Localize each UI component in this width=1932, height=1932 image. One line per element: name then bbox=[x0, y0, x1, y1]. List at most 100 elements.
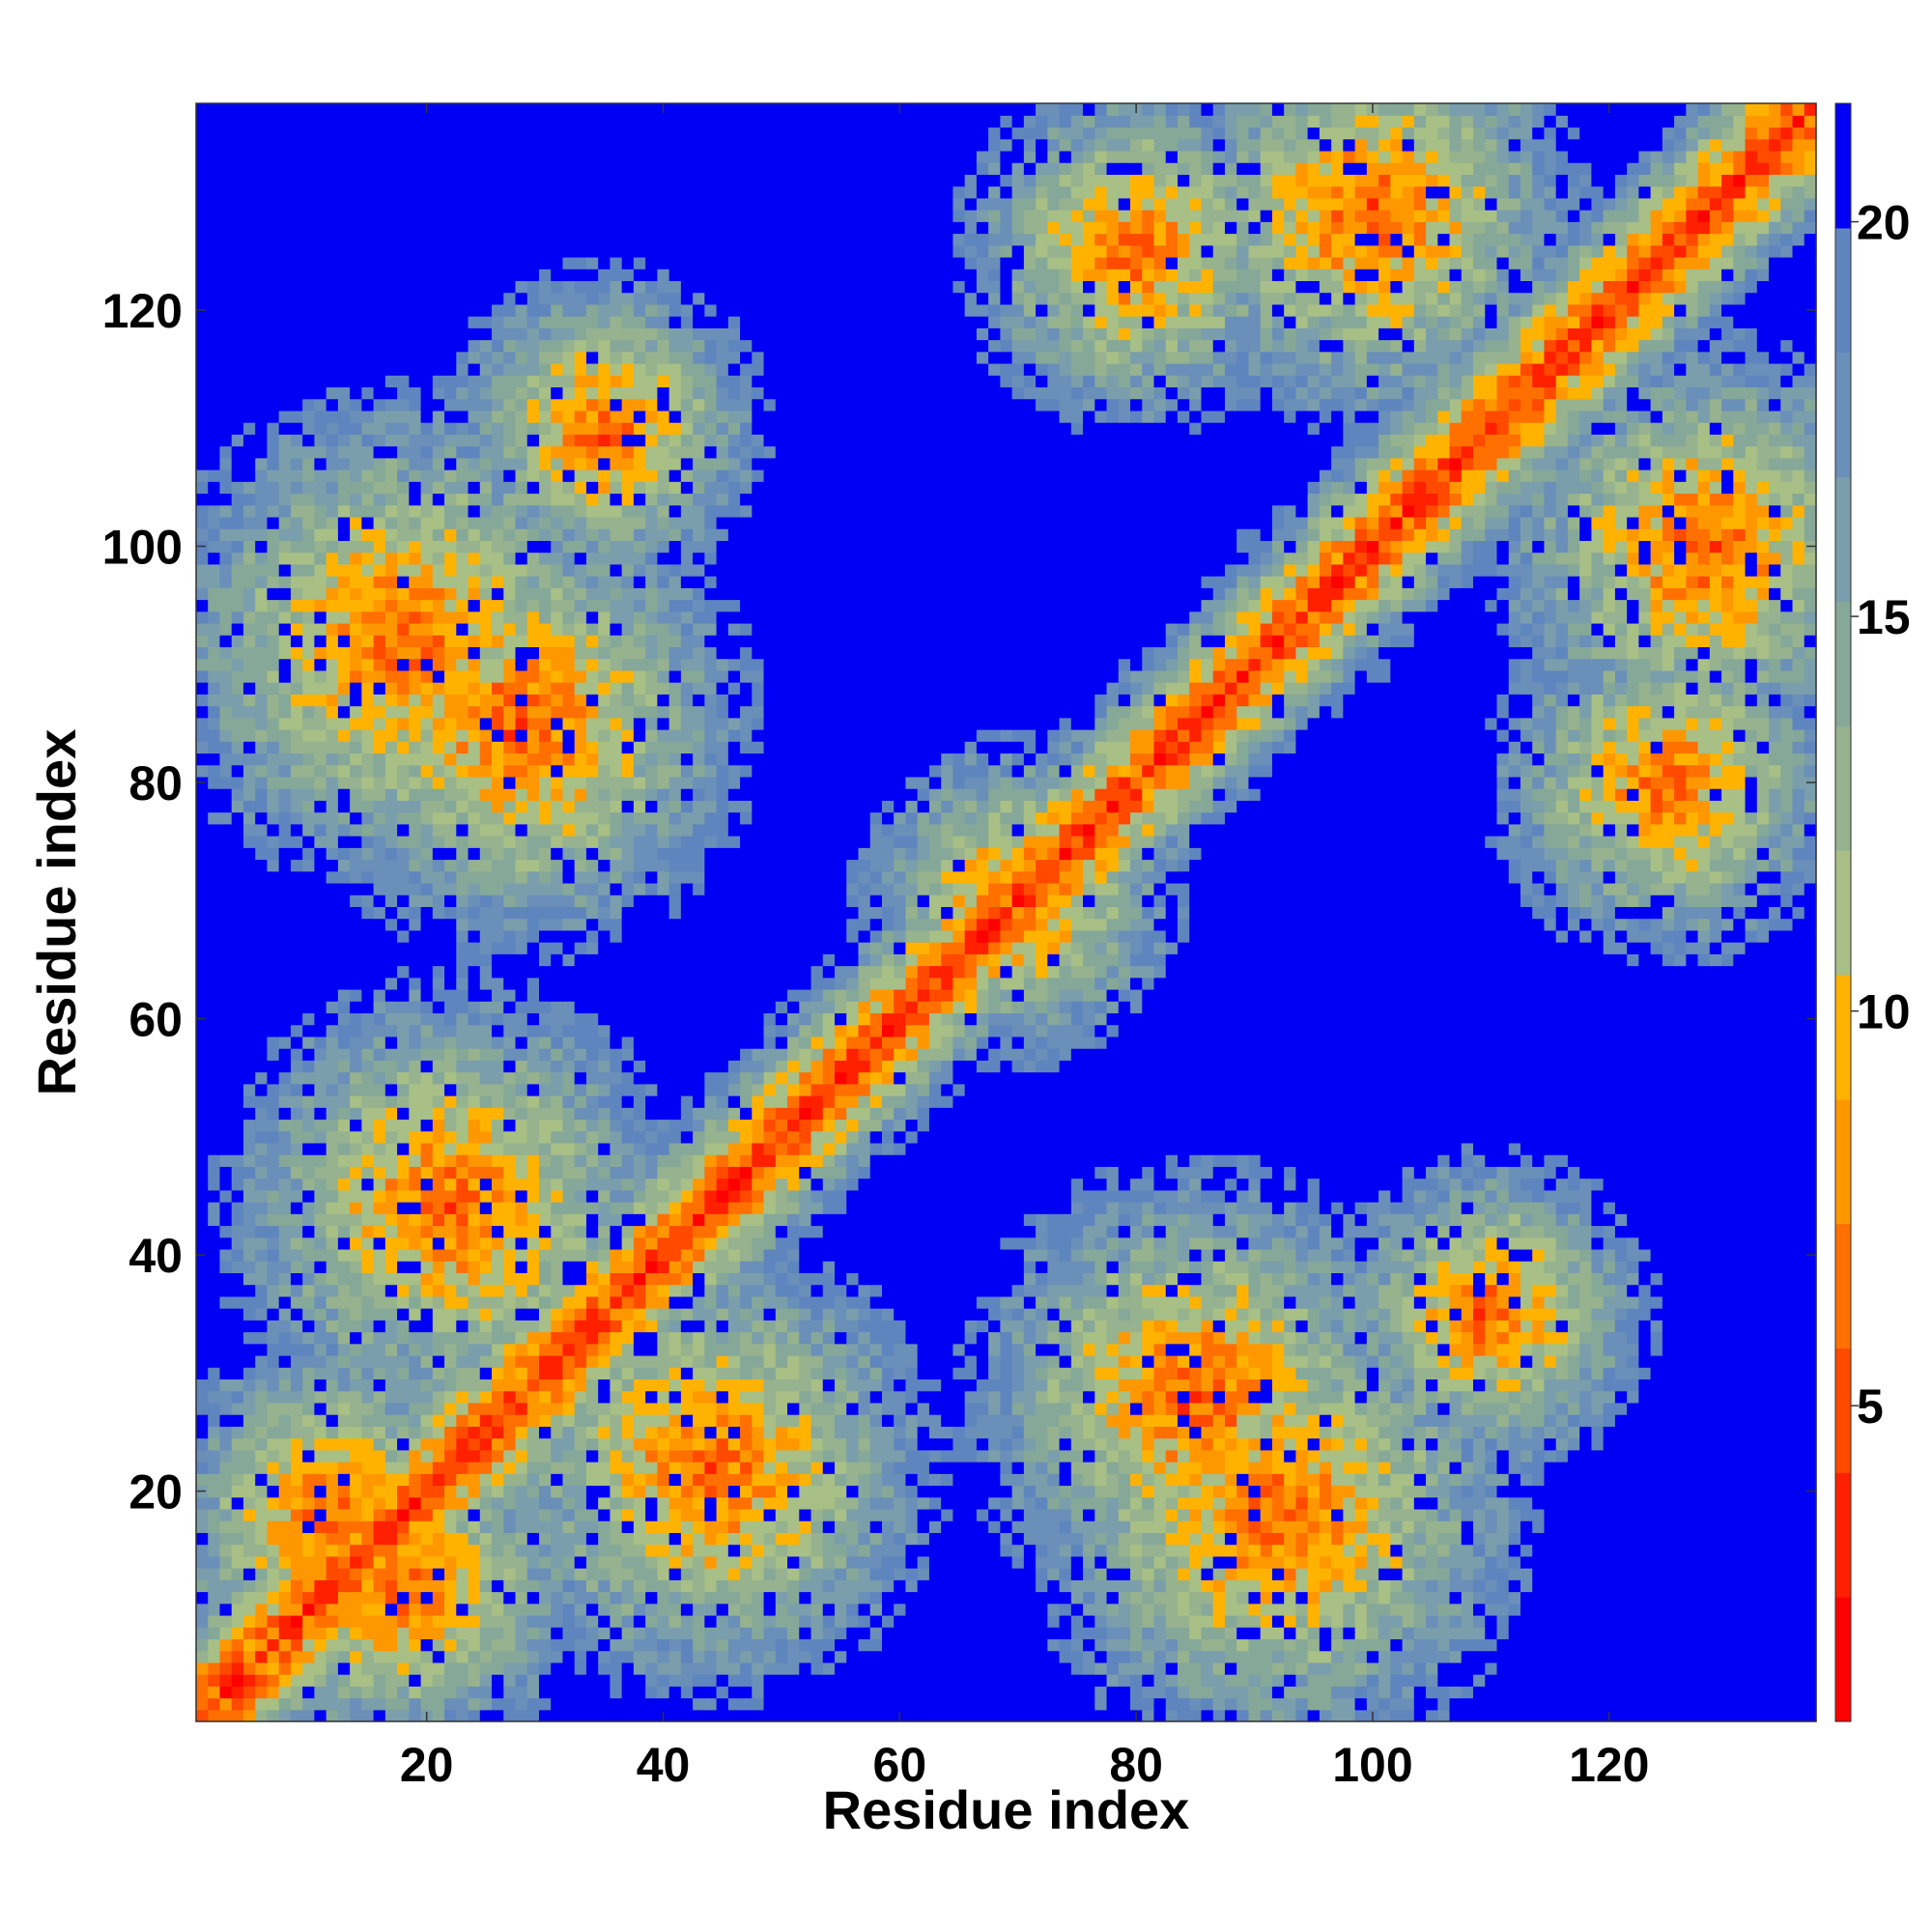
heatmap-cell bbox=[1745, 1378, 1758, 1392]
heatmap-cell bbox=[1697, 1331, 1711, 1345]
heatmap-cell bbox=[869, 1555, 883, 1569]
heatmap-cell bbox=[1603, 1520, 1616, 1533]
heatmap-cell bbox=[420, 1555, 434, 1569]
heatmap-cell bbox=[1011, 1508, 1025, 1521]
heatmap-cell bbox=[1059, 1555, 1072, 1569]
heatmap-cell bbox=[1638, 1520, 1652, 1533]
heatmap-cell bbox=[1260, 1697, 1273, 1711]
heatmap-cell bbox=[1260, 1462, 1273, 1474]
heatmap-cell bbox=[278, 1437, 292, 1451]
heatmap-cell bbox=[1248, 1520, 1262, 1533]
heatmap-cell bbox=[574, 1520, 587, 1533]
heatmap-cell bbox=[409, 1485, 422, 1498]
heatmap-cell bbox=[231, 1295, 244, 1309]
heatmap-cell bbox=[894, 1308, 907, 1321]
heatmap-cell bbox=[1295, 1579, 1309, 1593]
heatmap-cell bbox=[716, 1308, 729, 1321]
heatmap-cell bbox=[409, 1674, 422, 1687]
heatmap-cell bbox=[645, 1674, 658, 1687]
heatmap-cell bbox=[503, 1367, 517, 1380]
heatmap-cell bbox=[928, 1555, 942, 1569]
heatmap-cell bbox=[1449, 1614, 1463, 1628]
heatmap-cell bbox=[1461, 1508, 1474, 1521]
heatmap-cell bbox=[1461, 1295, 1474, 1309]
heatmap-cell bbox=[1201, 1614, 1214, 1628]
heatmap-cell bbox=[1473, 1650, 1486, 1663]
heatmap-cell bbox=[1036, 1462, 1048, 1474]
heatmap-cell bbox=[219, 1308, 233, 1321]
heatmap-cell bbox=[869, 1485, 883, 1498]
heatmap-cell bbox=[326, 1555, 339, 1569]
heatmap-cell bbox=[196, 1650, 209, 1663]
heatmap-cell bbox=[1177, 1414, 1190, 1427]
heatmap-cell bbox=[810, 1331, 824, 1345]
heatmap-cell bbox=[1614, 1591, 1628, 1605]
heatmap-cell bbox=[1201, 1603, 1214, 1616]
heatmap-cell bbox=[1059, 1674, 1072, 1687]
heatmap-cell bbox=[384, 1284, 398, 1297]
heatmap-cell bbox=[1603, 1449, 1616, 1463]
heatmap-cell bbox=[208, 1555, 221, 1569]
heatmap-cell bbox=[610, 1508, 623, 1521]
heatmap-cell bbox=[562, 1462, 576, 1474]
heatmap-cell bbox=[1212, 1579, 1226, 1593]
heatmap-cell bbox=[917, 1343, 930, 1356]
heatmap-cell bbox=[585, 1650, 599, 1663]
heatmap-cell bbox=[1284, 1343, 1296, 1356]
heatmap-cell bbox=[869, 1426, 883, 1439]
heatmap-cell bbox=[1260, 1485, 1273, 1498]
heatmap-cell bbox=[621, 1402, 635, 1415]
heatmap-cell bbox=[444, 1614, 457, 1628]
heatmap-cell bbox=[1011, 1709, 1025, 1722]
heatmap-cell bbox=[196, 1508, 209, 1521]
heatmap-cell bbox=[350, 1414, 362, 1427]
heatmap-cell bbox=[1780, 1390, 1794, 1404]
heatmap-cell bbox=[598, 1354, 611, 1368]
heatmap-cell bbox=[242, 1437, 256, 1451]
heatmap-cell bbox=[775, 1414, 788, 1427]
heatmap-cell bbox=[255, 1568, 269, 1580]
heatmap-cell bbox=[988, 1568, 1001, 1580]
heatmap-cell bbox=[219, 1378, 233, 1392]
heatmap-cell bbox=[1485, 1555, 1498, 1569]
heatmap-cell bbox=[704, 1462, 718, 1474]
heatmap-cell bbox=[1567, 1414, 1580, 1427]
heatmap-cell bbox=[1544, 1378, 1557, 1392]
heatmap-cell bbox=[1271, 1320, 1285, 1333]
heatmap-cell bbox=[1260, 1520, 1273, 1533]
heatmap-cell bbox=[1130, 1320, 1143, 1333]
heatmap-cell bbox=[704, 1354, 718, 1368]
heatmap-cell bbox=[657, 1532, 670, 1546]
heatmap-cell bbox=[242, 1284, 256, 1297]
heatmap-cell bbox=[869, 1568, 883, 1580]
heatmap-cell bbox=[1437, 1295, 1451, 1309]
heatmap-cell bbox=[1130, 1544, 1143, 1557]
heatmap-cell bbox=[397, 1544, 410, 1557]
heatmap-cell bbox=[538, 1354, 552, 1368]
heatmap-cell bbox=[1638, 1686, 1652, 1699]
heatmap-cell bbox=[822, 1496, 836, 1510]
heatmap-cell bbox=[1709, 1568, 1722, 1580]
heatmap-cell bbox=[302, 1414, 316, 1427]
heatmap-cell bbox=[1378, 1449, 1391, 1463]
heatmap-cell bbox=[1248, 1614, 1262, 1628]
heatmap-cell bbox=[432, 1650, 445, 1663]
heatmap-cell bbox=[1307, 1402, 1321, 1415]
heatmap-cell bbox=[1390, 1462, 1404, 1474]
heatmap-cell bbox=[810, 1354, 824, 1368]
heatmap-cell bbox=[1106, 1662, 1120, 1675]
heatmap-cell bbox=[267, 1473, 280, 1487]
heatmap-cell bbox=[1544, 1449, 1557, 1463]
heatmap-cell bbox=[1224, 1650, 1237, 1663]
heatmap-cell bbox=[1295, 1532, 1309, 1546]
heatmap-cell bbox=[727, 1354, 741, 1368]
heatmap-cell bbox=[1508, 1579, 1521, 1593]
heatmap-cell bbox=[1532, 1603, 1546, 1616]
heatmap-cell bbox=[267, 1284, 280, 1297]
heatmap-cell bbox=[1331, 1579, 1344, 1593]
heatmap-cell bbox=[1508, 1462, 1521, 1474]
heatmap-cell bbox=[1733, 1320, 1747, 1333]
heatmap-cell bbox=[716, 1402, 729, 1415]
heatmap-cell bbox=[1036, 1627, 1048, 1640]
heatmap-cell bbox=[1284, 1697, 1296, 1711]
